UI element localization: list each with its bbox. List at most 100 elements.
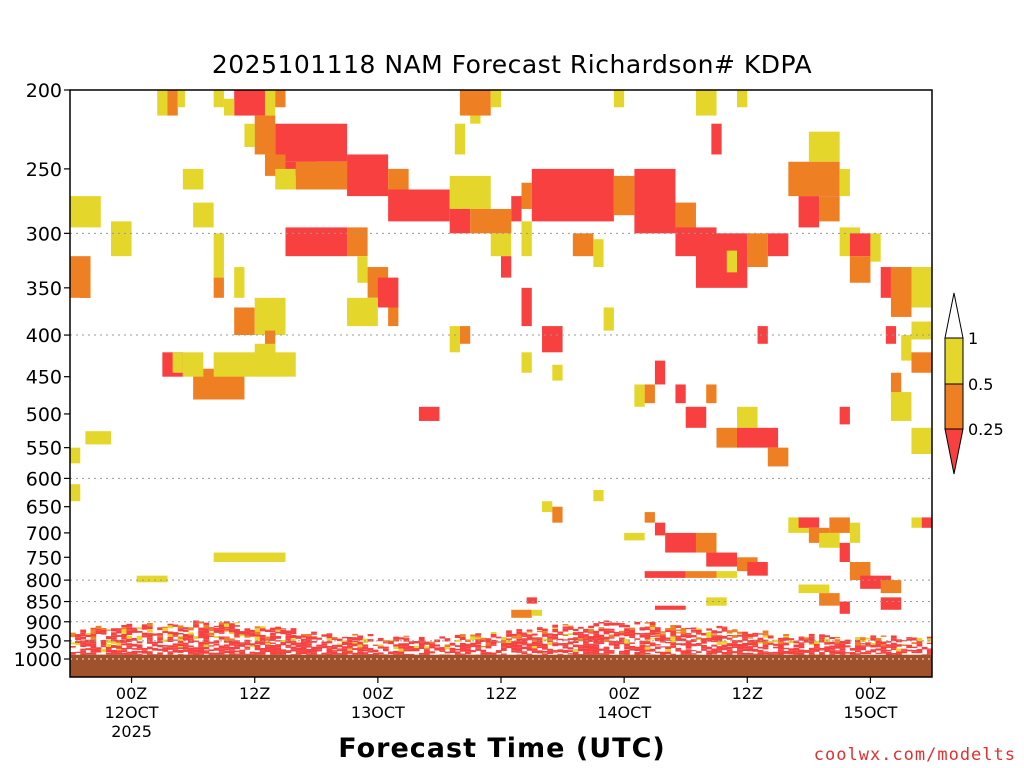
bl-cell: [588, 651, 594, 654]
bl-cell: [306, 643, 312, 646]
bl-cell: [577, 635, 584, 639]
bl-cell: [526, 647, 533, 651]
bl-cell: [234, 640, 240, 642]
bl-cell: [182, 627, 189, 630]
bl-cell: [306, 636, 312, 640]
ri-patch-66: [213, 233, 224, 278]
bl-cell: [619, 652, 625, 655]
bl-cell: [321, 645, 328, 649]
bl-cell: [352, 642, 358, 644]
ri-patch-126: [685, 571, 717, 578]
bl-cell: [229, 653, 235, 655]
bl-cell: [808, 652, 815, 655]
bl-cell: [783, 642, 789, 646]
bl-cell: [808, 647, 815, 651]
bl-cell: [213, 640, 220, 644]
bl-cell: [454, 645, 461, 647]
y-axis-ticks: 200 250 300 350 400 450 500 550 600 650 7007508008…: [14, 80, 70, 671]
bl-cell: [121, 629, 128, 633]
bl-cell: [834, 650, 841, 652]
bl-cell: [188, 634, 194, 636]
bl-cell: [926, 648, 933, 650]
bl-cell: [675, 637, 682, 640]
bl-cell: [198, 647, 205, 650]
bl-cell: [490, 641, 497, 645]
bl-cell: [85, 643, 92, 647]
bl-cell: [439, 650, 446, 652]
bl-cell: [742, 638, 748, 641]
ri-patch-70: [254, 297, 286, 336]
bl-cell: [583, 637, 589, 639]
bl-cell: [819, 637, 825, 640]
bl-cell: [275, 645, 281, 648]
bl-cell: [403, 635, 410, 637]
bl-cell: [870, 637, 877, 641]
bl-cell: [188, 627, 194, 631]
bl-cell: [352, 643, 358, 647]
bl-cell: [357, 651, 364, 655]
bl-cell: [244, 631, 251, 635]
x-tick-label-6-0: 00Z: [855, 684, 886, 703]
bl-cell: [649, 642, 656, 645]
bl-cell: [290, 638, 297, 642]
bl-cell: [819, 634, 825, 638]
y-tick-label-250: 250: [26, 159, 62, 181]
bl-cell: [880, 646, 887, 650]
bl-cell: [577, 631, 584, 634]
bl-cell: [506, 638, 512, 640]
bl-cell: [875, 646, 882, 648]
bl-cell: [126, 647, 133, 650]
bl-cell: [80, 650, 86, 653]
bl-cell: [516, 641, 523, 644]
bl-cell: [70, 634, 76, 638]
bl-cell: [562, 642, 569, 645]
bl-cell: [583, 645, 589, 649]
ri-patch-146: [511, 609, 532, 618]
bl-cell: [121, 627, 128, 630]
bl-cell: [300, 651, 307, 655]
bl-cell: [85, 652, 92, 655]
bl-cell: [521, 635, 528, 637]
bl-cell: [490, 633, 497, 636]
bl-cell: [198, 621, 205, 624]
bl-cell: [593, 644, 600, 647]
bl-cell: [172, 648, 179, 650]
bl-cell: [218, 632, 225, 634]
bl-cell: [583, 634, 589, 637]
bl-cell: [285, 646, 292, 648]
bl-cell: [726, 653, 733, 655]
bl-cell: [177, 640, 184, 644]
bl-cell: [121, 650, 128, 653]
bl-cell: [572, 652, 579, 655]
bl-cell: [839, 640, 846, 644]
bl-cell: [778, 637, 784, 640]
bl-cell: [490, 631, 497, 634]
bl-cell: [567, 638, 574, 641]
bl-cell: [362, 649, 369, 652]
bl-cell: [475, 637, 482, 640]
bl-cell: [536, 637, 543, 639]
bl-cell: [326, 647, 333, 649]
bl-cell: [239, 631, 246, 635]
bl-cell: [454, 639, 461, 642]
bl-cell: [285, 633, 292, 636]
bl-cell: [244, 648, 251, 650]
bl-cell: [377, 652, 384, 655]
bl-cell: [890, 653, 897, 655]
bl-cell: [259, 630, 266, 632]
bl-cell: [629, 627, 636, 630]
bl-cell: [588, 646, 594, 650]
bl-cell: [783, 634, 789, 637]
bl-cell: [85, 633, 92, 635]
bl-cell: [470, 645, 476, 648]
bl-cell: [347, 645, 353, 648]
bl-cell: [542, 643, 548, 647]
bl-cell: [223, 637, 230, 642]
bl-cell: [285, 630, 292, 634]
bl-cell: [393, 646, 399, 650]
bl-cell: [182, 644, 189, 647]
bl-cell: [434, 647, 441, 651]
bl-cell: [624, 643, 630, 647]
bl-cell: [295, 644, 302, 647]
bl-cell: [639, 640, 646, 643]
